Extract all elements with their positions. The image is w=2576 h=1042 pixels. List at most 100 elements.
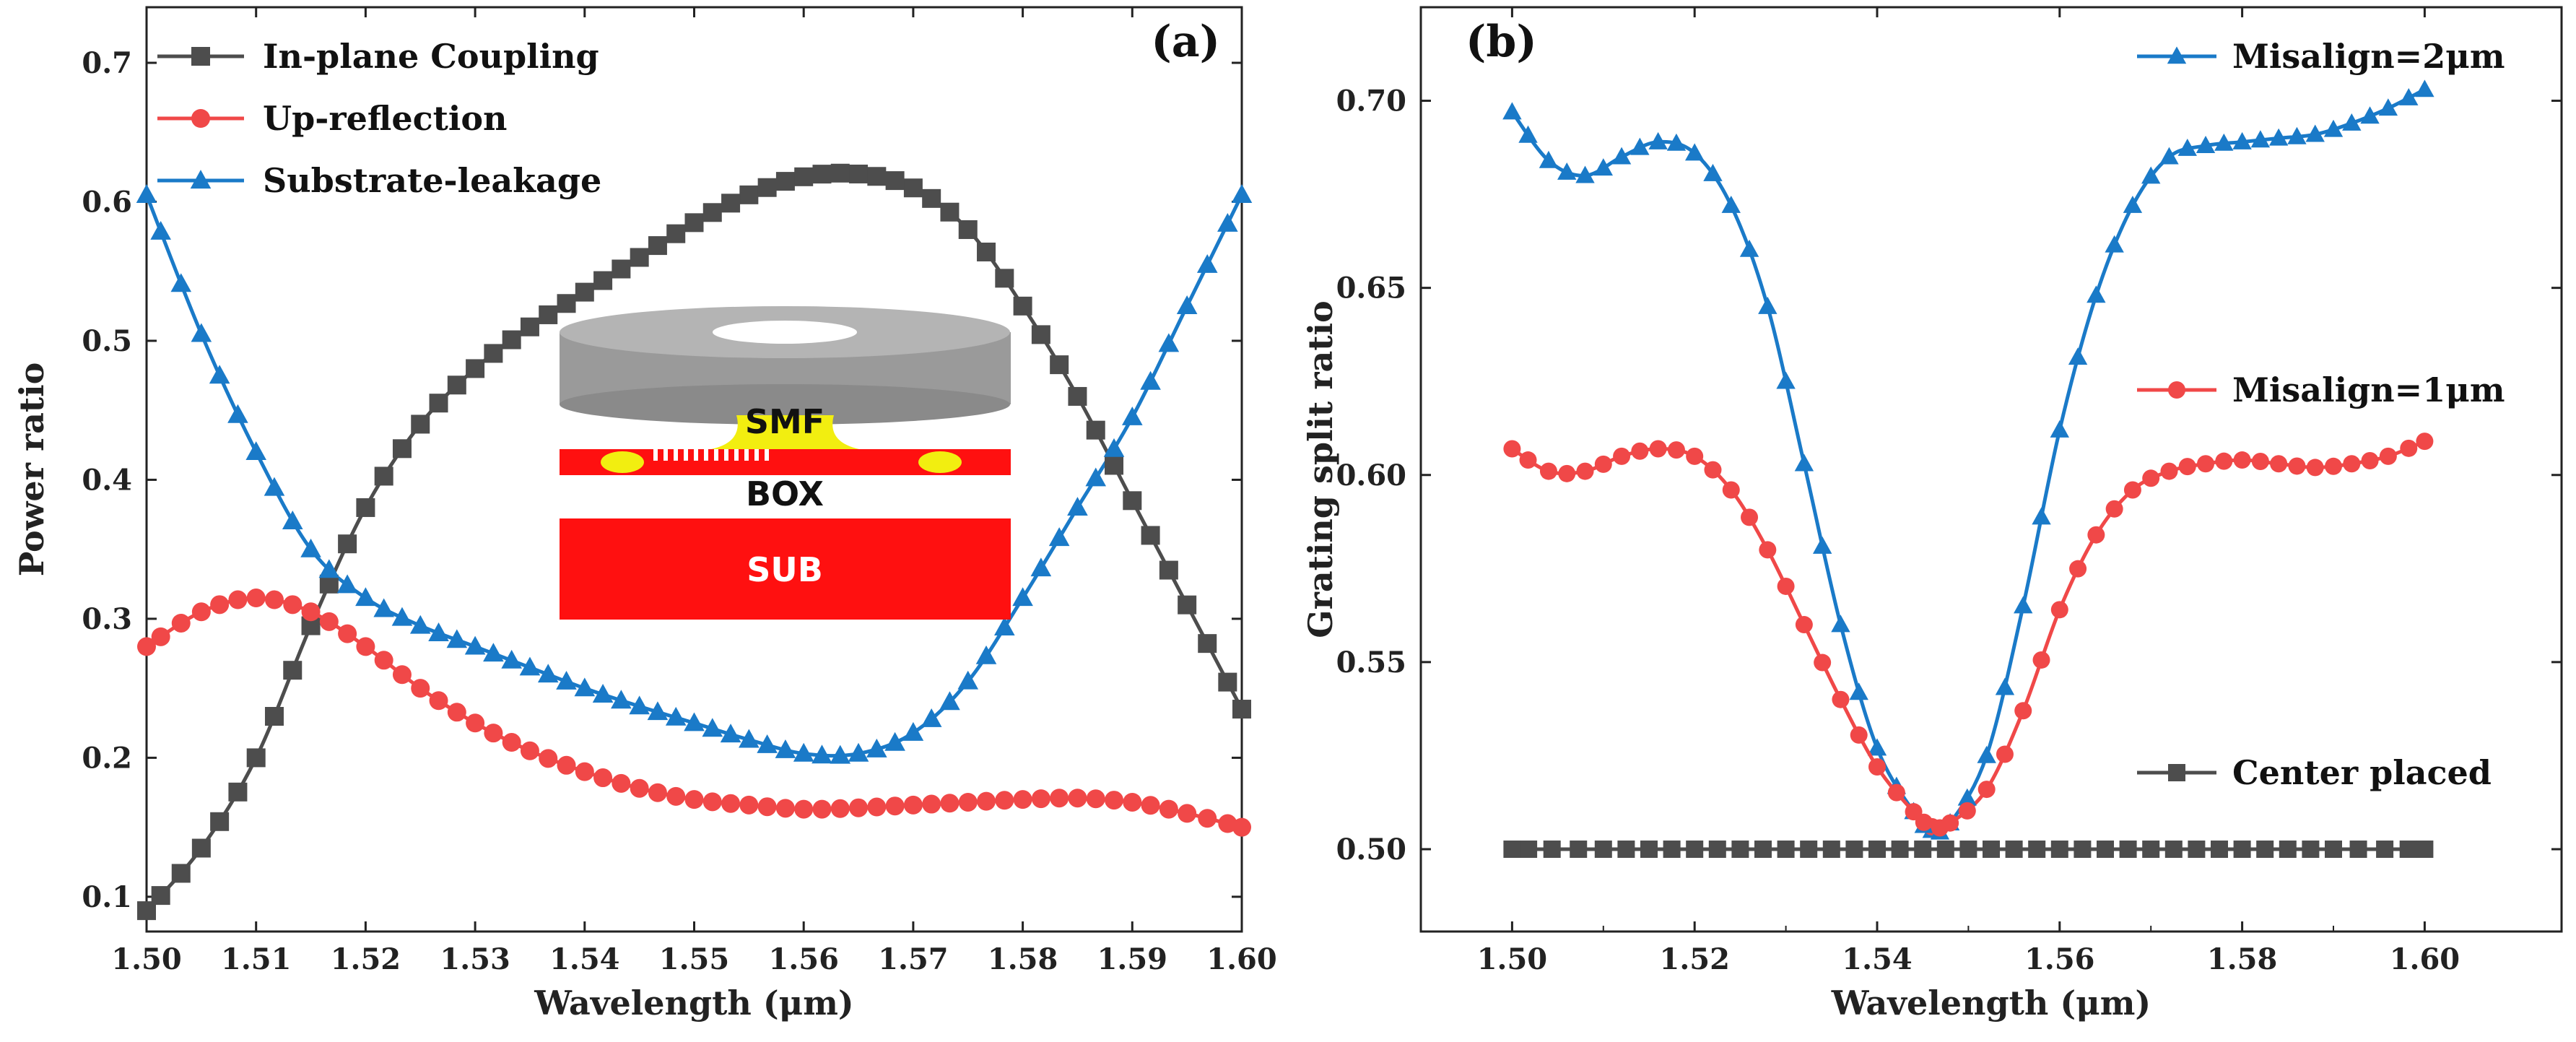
series-marker xyxy=(283,661,303,680)
series-marker xyxy=(1850,726,1868,744)
series-marker xyxy=(1593,158,1613,176)
series-marker xyxy=(283,595,303,615)
panel-a-power-ratio-chart: 1.50 1.51 1.52 1.53 1.54 1.55 1.56 1.57 1.58 1.59… xyxy=(12,6,1277,1023)
inset-schematic: SMF BOX SUB xyxy=(560,306,1011,620)
series-marker xyxy=(2160,462,2178,480)
series-marker xyxy=(867,167,887,186)
series-marker xyxy=(1158,333,1180,352)
series-marker xyxy=(227,404,248,423)
series-marker xyxy=(191,602,211,622)
x-tick-label: 1.56 xyxy=(2024,942,2094,976)
series-marker xyxy=(428,622,449,641)
legend-label: In-plane Coupling xyxy=(263,37,599,76)
series-marker xyxy=(2233,451,2251,469)
series-marker xyxy=(1814,654,1832,672)
series-marker xyxy=(1218,814,1237,833)
series-marker xyxy=(1754,840,1772,858)
series-marker xyxy=(209,365,230,384)
series-marker xyxy=(2302,840,2320,858)
series-marker xyxy=(282,511,303,529)
series-marker xyxy=(1067,497,1088,516)
series-marker xyxy=(1105,791,1124,810)
series-marker xyxy=(1931,819,1949,837)
series-marker xyxy=(958,792,978,812)
series-extra-markers xyxy=(1519,439,2418,837)
series-marker xyxy=(2232,131,2252,149)
series-marker xyxy=(1995,677,2015,695)
series-square xyxy=(137,164,1251,921)
series-marker xyxy=(557,755,576,775)
series-marker xyxy=(866,738,887,757)
leak-spot-right xyxy=(918,451,962,473)
series-marker xyxy=(2087,285,2106,303)
series-marker xyxy=(1812,536,1832,554)
series-marker xyxy=(264,707,284,726)
series-marker xyxy=(1231,184,1253,203)
series-marker xyxy=(629,695,650,715)
x-tick-label: 1.51 xyxy=(221,942,291,976)
series-marker xyxy=(137,637,156,656)
grating-tooth xyxy=(674,449,678,461)
series-marker xyxy=(1218,672,1237,692)
series-marker xyxy=(338,534,357,554)
series-extra-markers xyxy=(151,590,1237,833)
series-marker xyxy=(2279,840,2297,858)
x-tick-label: 1.53 xyxy=(440,942,510,976)
series-marker xyxy=(2400,439,2418,457)
series-marker xyxy=(228,590,248,609)
series-marker xyxy=(1868,757,1886,776)
series-extra-markers xyxy=(1518,87,2419,840)
x-axis-title: Wavelength (μm) xyxy=(534,984,853,1023)
series-marker xyxy=(246,748,266,768)
series-marker xyxy=(1867,738,1887,756)
inset-label-sub: SUB xyxy=(747,550,823,589)
x-tick-label: 1.58 xyxy=(2207,942,2277,976)
series-marker xyxy=(2268,128,2289,146)
series-marker xyxy=(483,643,504,662)
legend-marker xyxy=(2168,381,2185,399)
series-marker xyxy=(2325,457,2342,475)
series-marker xyxy=(319,612,339,631)
series-marker xyxy=(593,271,613,290)
series-marker xyxy=(830,744,851,764)
series-marker xyxy=(684,213,704,233)
series-marker xyxy=(1012,587,1033,607)
series-marker xyxy=(830,163,850,183)
series-marker xyxy=(757,178,777,197)
series-marker xyxy=(447,375,466,395)
series-marker xyxy=(2119,840,2137,858)
series-marker xyxy=(1795,616,1813,634)
series-marker xyxy=(2177,138,2197,156)
series-marker xyxy=(1048,527,1070,547)
series-marker xyxy=(739,729,760,748)
series-marker xyxy=(2399,87,2419,105)
series-marker xyxy=(1594,455,1612,473)
series-marker xyxy=(994,617,1015,636)
series-marker xyxy=(2270,455,2288,473)
series-marker xyxy=(903,178,923,198)
series-circle xyxy=(1503,433,2434,835)
series-extra-markers xyxy=(1520,840,2417,858)
series-marker xyxy=(612,259,631,279)
series-marker xyxy=(2343,455,2361,473)
series-marker xyxy=(612,773,631,793)
y-tick-label: 0.55 xyxy=(1336,646,1406,680)
series-marker xyxy=(2305,124,2325,142)
series-marker xyxy=(171,613,191,633)
series-marker xyxy=(2123,195,2143,213)
legend-label: Up-reflection xyxy=(263,99,507,138)
series-marker xyxy=(429,691,448,711)
series-marker xyxy=(592,684,614,703)
series-marker xyxy=(1123,792,1142,812)
series-marker xyxy=(318,559,340,578)
series-marker xyxy=(2251,452,2269,470)
series-marker xyxy=(1648,131,1668,149)
y-axis-title: Power ratio xyxy=(12,362,51,577)
series-marker xyxy=(702,203,722,222)
series-marker xyxy=(1936,840,1954,858)
series-marker xyxy=(666,786,686,806)
series-marker xyxy=(228,782,248,802)
panel-b-split-ratio-chart: 1.50 1.52 1.54 1.56 1.58 1.60 0.50 0.55 0.60 0.65… xyxy=(1301,6,2563,1023)
grating-tooth xyxy=(714,449,718,461)
series-marker xyxy=(794,167,814,186)
